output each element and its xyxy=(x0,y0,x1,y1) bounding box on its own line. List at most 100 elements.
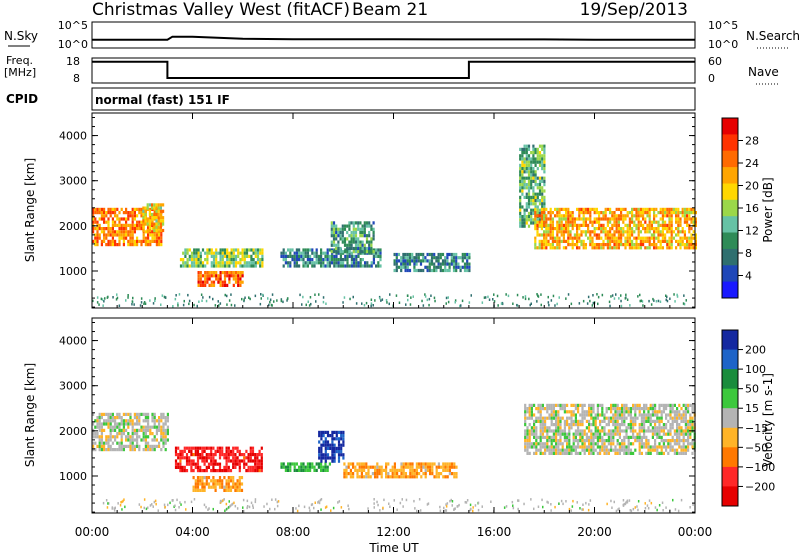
heatmap-cell xyxy=(368,234,371,238)
heatmap-cell xyxy=(260,446,263,450)
heatmap-cell xyxy=(541,192,544,196)
freq-left-tick-top: 18 xyxy=(66,55,80,68)
heatmap-cell xyxy=(359,221,362,225)
heatmap-cell xyxy=(210,271,213,275)
heatmap-cell xyxy=(585,501,587,505)
heatmap-cell xyxy=(208,271,211,275)
heatmap-cell xyxy=(598,243,601,247)
heatmap-cell xyxy=(555,423,558,427)
heatmap-cell xyxy=(408,259,412,263)
heatmap-cell xyxy=(199,261,202,265)
heatmap-cell xyxy=(382,506,384,510)
heatmap-cell xyxy=(654,506,657,509)
heatmap-cell xyxy=(536,230,539,234)
heatmap-cell xyxy=(177,446,180,450)
heatmap-cell xyxy=(632,426,635,430)
heatmap-cell xyxy=(588,448,591,452)
heatmap-cell xyxy=(523,215,526,219)
heatmap-cell xyxy=(631,227,634,231)
x-tick-label: 16:00 xyxy=(477,525,512,539)
heatmap-cell xyxy=(654,407,657,411)
heatmap-cell xyxy=(571,214,574,218)
heatmap-cell xyxy=(238,453,241,457)
heatmap-cell xyxy=(554,214,557,218)
heatmap-cell xyxy=(228,251,231,255)
heatmap-cell xyxy=(691,442,694,446)
heatmap-cell xyxy=(589,220,592,224)
heatmap-cell xyxy=(637,236,640,240)
heatmap-cell xyxy=(648,243,651,247)
heatmap-cell xyxy=(559,435,562,439)
heatmap-cell xyxy=(545,207,548,211)
heatmap-cell xyxy=(560,214,563,218)
heatmap-cell xyxy=(98,416,101,420)
heatmap-cell xyxy=(676,439,679,443)
heatmap-cell xyxy=(446,252,449,257)
heatmap-cell xyxy=(690,217,693,221)
heatmap-cell xyxy=(208,277,211,281)
heatmap-cell xyxy=(656,451,659,455)
heatmap-cell xyxy=(554,227,557,231)
heatmap-cell xyxy=(144,438,147,442)
heatmap-cell xyxy=(411,252,414,257)
heatmap-cell xyxy=(532,151,535,155)
heatmap-cell xyxy=(565,220,568,224)
heatmap-cell xyxy=(550,299,553,302)
heatmap-cell xyxy=(322,453,325,457)
heatmap-cell xyxy=(223,498,225,501)
heatmap-cell xyxy=(437,256,440,260)
heatmap-cell xyxy=(643,403,646,407)
heatmap-cell xyxy=(223,254,227,258)
heatmap-cell xyxy=(558,223,561,227)
heatmap-cell xyxy=(596,432,599,436)
heatmap-cell xyxy=(639,211,642,215)
heatmap-cell xyxy=(140,297,143,300)
heatmap-cell xyxy=(524,439,527,443)
heatmap-cell xyxy=(330,234,333,238)
heatmap-cell xyxy=(458,503,460,507)
heatmap-cell xyxy=(328,261,331,265)
heatmap-cell xyxy=(146,228,149,233)
heatmap-cell xyxy=(528,435,531,439)
heatmap-cell xyxy=(94,239,97,243)
heatmap-cell xyxy=(679,236,682,240)
heatmap-cell xyxy=(159,203,162,207)
heatmap-cell xyxy=(625,501,627,504)
heatmap-cell xyxy=(621,410,624,414)
heatmap-cell xyxy=(339,237,342,241)
heatmap-cell xyxy=(686,243,689,247)
heatmap-cell xyxy=(144,419,147,423)
heatmap-cell xyxy=(133,444,136,448)
heatmap-cell xyxy=(138,239,141,243)
heatmap-cell xyxy=(122,230,125,234)
heatmap-cell xyxy=(674,508,677,511)
heatmap-cell xyxy=(585,426,588,430)
heatmap-cell xyxy=(527,179,531,183)
heatmap-cell xyxy=(370,261,373,265)
heatmap-cell xyxy=(326,440,330,444)
heatmap-cell xyxy=(548,403,551,407)
colorbar-tick-label: −200 xyxy=(745,480,775,493)
heatmap-cell xyxy=(422,462,425,466)
heatmap-cell xyxy=(125,217,128,221)
heatmap-cell xyxy=(129,230,132,234)
heatmap-cell xyxy=(676,410,679,414)
heatmap-cell xyxy=(689,506,691,509)
heatmap-cell xyxy=(322,465,325,469)
heatmap-cell xyxy=(208,507,210,510)
heatmap-cell xyxy=(229,449,233,453)
heatmap-cell xyxy=(326,430,330,434)
heatmap-cell xyxy=(400,259,403,263)
heatmap-cell xyxy=(151,220,154,224)
heatmap-cell xyxy=(153,225,156,229)
heatmap-cell xyxy=(344,264,347,268)
heatmap-cell xyxy=(470,294,472,297)
heatmap-cell xyxy=(206,271,209,275)
heatmap-cell xyxy=(404,262,407,266)
heatmap-cell xyxy=(645,445,648,449)
heatmap-cell xyxy=(107,227,110,231)
heatmap-cell xyxy=(616,429,619,433)
heatmap-cell xyxy=(550,509,552,512)
heatmap-cell xyxy=(583,410,586,414)
heatmap-cell xyxy=(662,407,665,411)
